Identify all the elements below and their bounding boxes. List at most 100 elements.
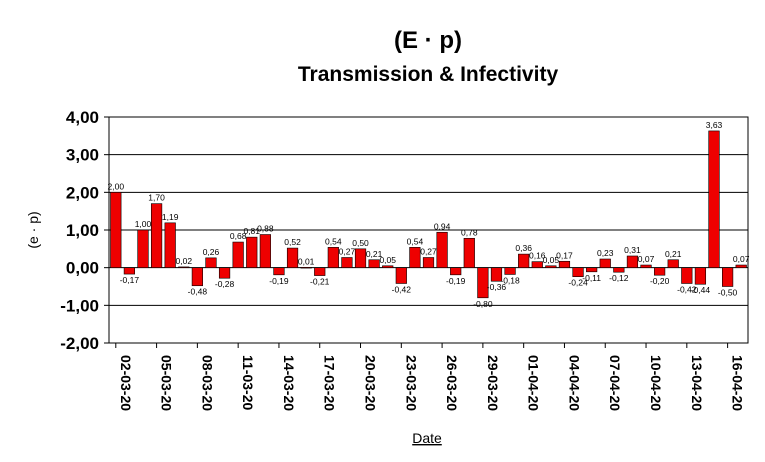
bar [314, 267, 326, 276]
bar [327, 247, 339, 268]
data-label: 0,21 [366, 249, 383, 259]
bar [626, 255, 639, 268]
data-label: 0,01 [298, 256, 315, 266]
data-label: -0,36 [487, 282, 507, 292]
bar [667, 259, 679, 268]
data-label: 1,00 [135, 219, 152, 229]
data-label: -0,48 [188, 287, 208, 297]
chart-subtitle: Transmission & Infectivity [298, 63, 559, 86]
bar [681, 267, 693, 284]
data-label: -0,17 [120, 275, 140, 285]
y-tick-label: 0,00 [66, 259, 99, 278]
data-label: 0,78 [461, 227, 478, 237]
y-tick-label: 3,00 [66, 146, 99, 165]
bar [599, 258, 611, 268]
x-tick-label: 23-03-20 [403, 355, 419, 411]
data-label: 0,54 [325, 236, 342, 246]
bar [586, 267, 598, 273]
data-label: 0,68 [230, 231, 247, 241]
bar [640, 264, 652, 268]
x-tick-label: 04-04-20 [566, 355, 582, 411]
bar [654, 267, 666, 276]
data-label: 0,21 [665, 249, 682, 259]
bar [205, 257, 217, 268]
data-label: 1,70 [148, 193, 165, 203]
y-tick-label: -2,00 [60, 334, 99, 353]
data-label: 0,88 [257, 224, 274, 234]
bar [110, 192, 122, 268]
data-label: 0,07 [638, 254, 655, 264]
data-label: 0,07 [733, 254, 750, 264]
bar [354, 248, 367, 268]
bar [123, 267, 135, 275]
x-tick-label: 11-03-20 [240, 355, 256, 410]
x-tick-label: 16-04-20 [730, 355, 746, 411]
y-axis-label: (e · p) [25, 211, 41, 248]
bar [409, 247, 421, 268]
data-label: 0,31 [624, 245, 641, 255]
bar [708, 130, 720, 268]
bar [191, 267, 203, 287]
data-label: -0,24 [568, 278, 588, 288]
bar [259, 234, 271, 268]
x-axis-label: Date [412, 430, 442, 446]
bar [477, 267, 489, 299]
bar [300, 266, 312, 269]
bar [490, 267, 503, 282]
x-tick-label: 29-03-20 [485, 355, 501, 411]
bar [218, 267, 231, 279]
data-label: 1,19 [162, 212, 179, 222]
x-tick-label: 02-03-20 [118, 355, 134, 411]
bar [518, 253, 530, 268]
bar [545, 265, 557, 268]
bar [395, 267, 407, 284]
bars [110, 130, 747, 299]
data-label: 0,17 [556, 250, 573, 260]
data-label: 0,05 [379, 255, 396, 265]
bar [558, 260, 571, 268]
chart-title: (E · p) [394, 27, 462, 54]
x-tick-label: 26-03-20 [444, 355, 460, 411]
bar [436, 231, 448, 268]
data-label: -0,20 [650, 276, 670, 286]
data-label: -0,11 [582, 273, 601, 283]
data-label: 0,16 [529, 251, 546, 261]
bar [722, 267, 734, 287]
data-label: 0,36 [515, 243, 532, 253]
data-label: 2,00 [108, 181, 125, 191]
bar [572, 267, 584, 278]
data-label: 0,05 [543, 255, 560, 265]
data-label: -0,44 [691, 285, 711, 295]
x-tick-label: 17-03-20 [322, 355, 338, 411]
data-labels: 2,00 -0,17 1,00 1,70 1,19 0,02 -0,48 0,26 -0,28 0… [108, 120, 750, 309]
x-tick-label: 01-04-20 [526, 355, 542, 411]
data-label: -0,19 [269, 276, 289, 286]
data-label: -0,42 [392, 284, 412, 294]
bar [463, 237, 475, 268]
bar [164, 222, 176, 268]
y-tick-label: 1,00 [66, 221, 99, 240]
data-label: -0,12 [609, 273, 629, 283]
x-tick-label: 13-04-20 [689, 355, 705, 411]
y-tick-label: -1,00 [60, 296, 99, 315]
bar [504, 267, 516, 275]
bar [246, 236, 258, 268]
bar [735, 264, 747, 268]
x-tick-label: 10-04-20 [648, 355, 664, 411]
bar [613, 267, 625, 273]
data-label: -0,18 [500, 275, 520, 285]
gridlines [109, 116, 748, 344]
data-label: 0,94 [434, 221, 451, 231]
plot-area-border [108, 116, 749, 344]
x-tick-label: 05-03-20 [159, 355, 175, 411]
bar [450, 267, 462, 276]
bar [368, 259, 380, 268]
bar [422, 257, 435, 268]
bar [178, 266, 190, 269]
bar [382, 265, 394, 268]
data-label: 0,23 [597, 248, 614, 258]
data-label: 0,26 [203, 247, 220, 257]
x-tick-label: 08-03-20 [199, 355, 215, 411]
data-label: 0,54 [407, 236, 424, 246]
